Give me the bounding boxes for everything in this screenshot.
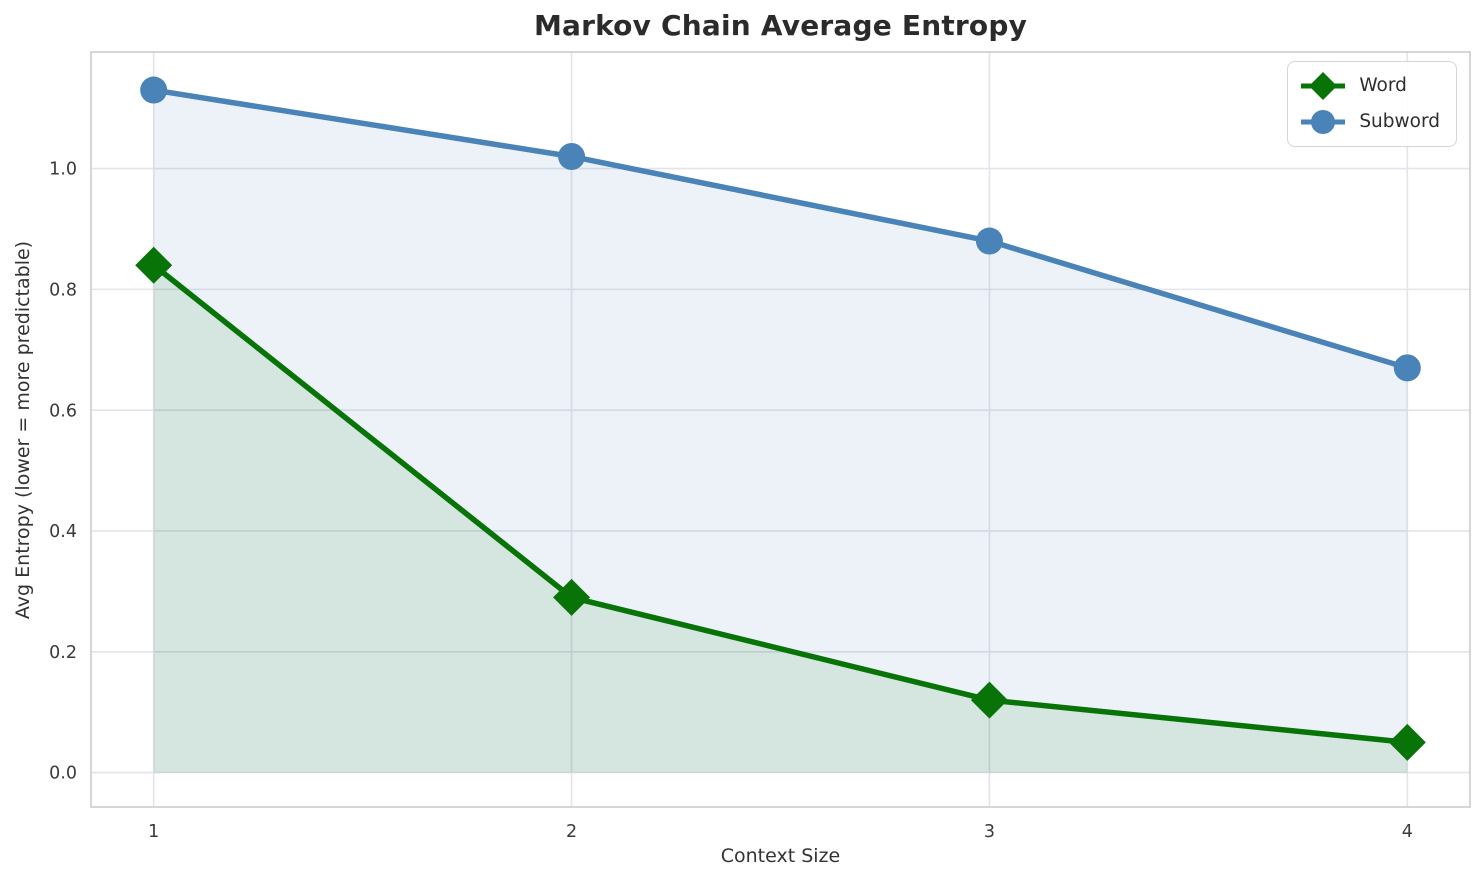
- chart-title: Markov Chain Average Entropy: [533, 9, 1028, 42]
- subword-circle-marker-icon: [1299, 107, 1347, 137]
- marker-subword-3: [975, 227, 1003, 255]
- area-fill-word: [153, 265, 1408, 773]
- plot-border: [90, 51, 1471, 808]
- line-word: [150, 262, 1411, 746]
- word-diamond-marker-icon: [1299, 71, 1347, 101]
- marker-word-3: [970, 681, 1008, 719]
- legend-item-subword: Subword: [1299, 107, 1440, 137]
- x-tick-label: 2: [566, 822, 577, 842]
- marker-subword-4: [1393, 354, 1421, 382]
- x-tick-label: 1: [148, 822, 159, 842]
- y-tick-label: 0.2: [49, 643, 77, 663]
- legend: Word Subword: [1287, 61, 1457, 147]
- y-tick-label: 1.0: [49, 160, 77, 180]
- marker-word-4: [1388, 723, 1426, 761]
- y-tick-label: 0.0: [49, 764, 77, 784]
- marker-subword-1: [140, 76, 168, 104]
- legend-label: Subword: [1359, 110, 1440, 132]
- y-axis-label: Avg Entropy (lower = more predictable): [12, 240, 35, 619]
- marker-subword-2: [558, 142, 586, 170]
- x-tick-label: 4: [1402, 822, 1413, 842]
- y-tick-label: 0.6: [49, 401, 77, 421]
- marker-word-2: [553, 578, 591, 616]
- line-subword: [150, 87, 1411, 371]
- y-axis-label-wrap: Avg Entropy (lower = more predictable): [0, 52, 46, 807]
- x-tick-label: 3: [984, 822, 995, 842]
- x-axis-label: Context Size: [720, 845, 841, 867]
- y-tick-label: 0.4: [49, 522, 77, 542]
- legend-item-word: Word: [1299, 71, 1440, 101]
- legend-label: Word: [1359, 74, 1407, 96]
- area-fill-subword: [153, 90, 1408, 773]
- marker-word-1: [135, 246, 173, 284]
- y-tick-label: 0.8: [49, 280, 77, 300]
